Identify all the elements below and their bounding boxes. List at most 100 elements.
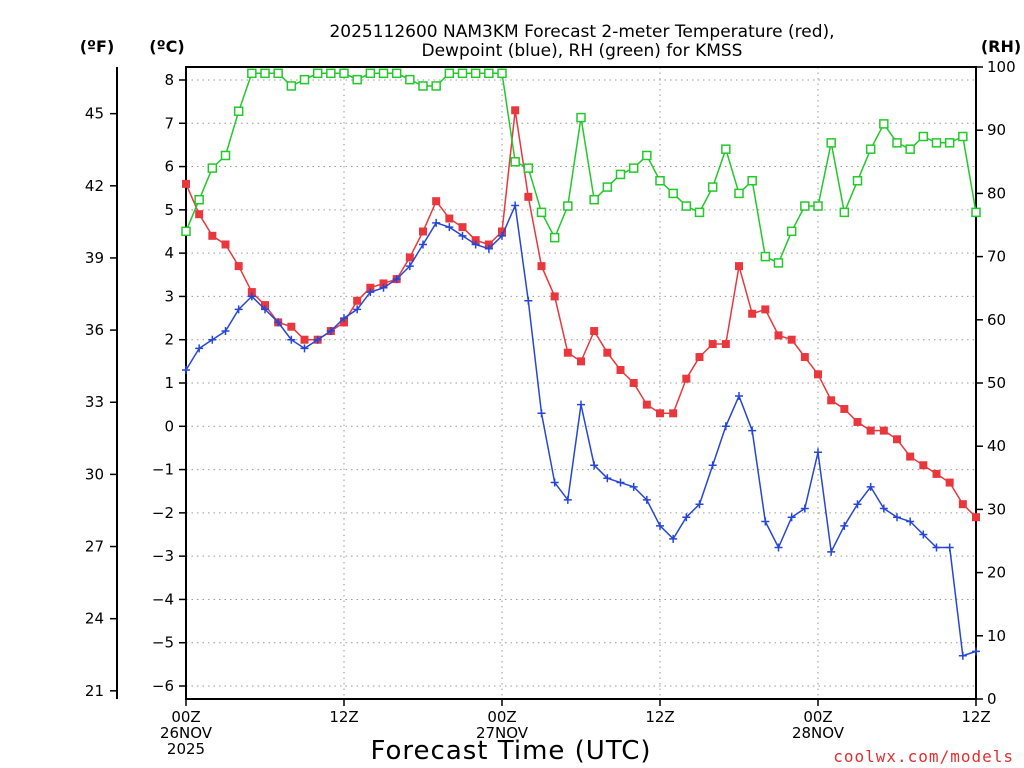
data-point (694, 207, 705, 218)
data-point (748, 426, 757, 435)
celsius-tick-label: −6 (152, 677, 174, 695)
data-point (418, 81, 428, 91)
data-point (774, 543, 783, 552)
data-point (326, 68, 336, 79)
data-point (814, 370, 822, 379)
rh-tick-label: 30 (987, 500, 1006, 518)
data-point (932, 469, 941, 478)
data-point (708, 461, 717, 470)
rh-tick-label: 70 (987, 248, 1006, 266)
data-point (326, 327, 335, 336)
data-point (419, 227, 427, 236)
data-point (972, 513, 980, 522)
celsius-unit-label: (ºC) (149, 37, 184, 56)
data-point (484, 244, 493, 253)
data-point (299, 74, 310, 85)
data-point (432, 218, 441, 227)
data-point (827, 547, 836, 556)
data-point (827, 396, 836, 405)
data-point (563, 348, 572, 357)
data-point (707, 182, 718, 192)
data-point (470, 68, 481, 79)
rh-tick-label: 90 (987, 121, 1006, 139)
x-tick-label: 12Z (329, 708, 358, 726)
data-point (182, 366, 190, 375)
data-point (221, 240, 230, 249)
data-point (852, 176, 863, 186)
data-point (419, 240, 427, 249)
data-point (893, 513, 901, 522)
data-point (550, 292, 559, 301)
data-point (958, 500, 967, 509)
data-point (879, 426, 888, 435)
celsius-tick-label: 1 (164, 374, 174, 392)
rh-tick-label: 40 (987, 437, 1006, 455)
data-point (761, 517, 770, 526)
data-point (273, 68, 283, 79)
data-point (695, 500, 704, 509)
data-point (457, 68, 468, 79)
data-point (865, 144, 876, 154)
data-point (524, 192, 533, 201)
data-point (628, 163, 639, 173)
grid-layer (186, 67, 976, 699)
rh-tick-label: 10 (987, 627, 1006, 645)
rh-unit-label: (RH) (981, 37, 1021, 56)
data-point (866, 482, 875, 491)
data-point (919, 461, 928, 470)
data-point (879, 119, 889, 129)
x-tick-label: 12Z (961, 708, 990, 726)
data-point (549, 232, 560, 243)
data-point (866, 426, 875, 435)
data-point (233, 106, 244, 116)
fahrenheit-tick-label: 21 (85, 682, 104, 700)
data-point (405, 262, 414, 271)
celsius-tick-label: −4 (152, 590, 174, 608)
data-point (405, 253, 414, 262)
data-point (182, 179, 190, 188)
data-point (721, 340, 730, 349)
data-point (931, 138, 942, 148)
fahrenheit-unit-label: (ºF) (80, 37, 115, 56)
fahrenheit-tick-label: 30 (85, 465, 104, 483)
data-point (682, 513, 691, 522)
credit-text: coolwx.com/models (833, 747, 1014, 766)
fahrenheit-tick-label: 33 (85, 393, 104, 411)
data-point (181, 226, 191, 237)
data-point (220, 150, 231, 161)
data-point (919, 530, 928, 539)
data-point (918, 131, 929, 142)
data-point (576, 112, 586, 123)
celsius-tick-label: 2 (164, 331, 174, 349)
data-point (748, 309, 757, 318)
rh-tick-label: 60 (987, 311, 1006, 329)
data-point (958, 651, 967, 660)
series-line (185, 202, 977, 657)
data-point (972, 647, 980, 656)
data-point (853, 417, 862, 426)
data-point (906, 452, 915, 461)
data-point (208, 231, 217, 240)
data-point (247, 288, 256, 297)
data-point (813, 201, 823, 211)
data-point (616, 366, 625, 375)
fahrenheit-tick-label: 42 (85, 177, 104, 195)
data-point (932, 543, 941, 552)
data-point (945, 478, 954, 487)
data-point (590, 327, 599, 336)
series-line (185, 72, 977, 264)
data-point (735, 391, 743, 400)
data-point (247, 292, 256, 301)
data-point (773, 258, 784, 268)
data-point (971, 207, 981, 218)
data-point (537, 262, 546, 271)
data-point (261, 301, 269, 310)
rh-tick-label: 80 (987, 184, 1006, 202)
data-point (247, 68, 257, 79)
celsius-tick-label: −1 (152, 461, 174, 479)
data-point (603, 474, 612, 483)
x-tick-label: 2025 (167, 740, 205, 758)
data-point (378, 68, 389, 79)
data-point (286, 81, 297, 91)
data-point (510, 157, 520, 167)
